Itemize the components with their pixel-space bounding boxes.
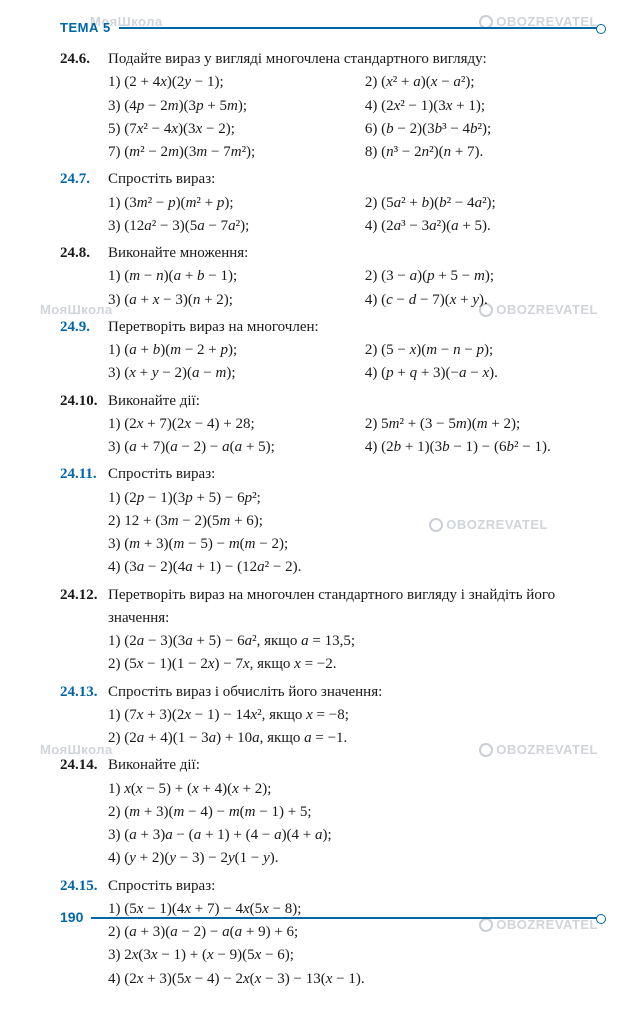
problem-row: 3) (12a² − 3)(5a − 7a²);4) (2a³ − 3a²)(a… — [60, 215, 602, 238]
problem-row: 1) (2x + 7)(2x − 4) + 28;2) 5m² + (3 − 5… — [60, 413, 602, 436]
problem-item: 3) (a + 3)a − (a + 1) + (4 − a)(4 + a); — [60, 824, 602, 847]
problem-prompt: Перетворіть вираз на многочлен: — [108, 316, 602, 339]
problem-prompt: Виконайте множення: — [108, 242, 602, 265]
problem-item: 1) x(x − 5) + (x + 4)(x + 2); — [60, 778, 602, 801]
problem-item: 2) (5a² + b)(b² − 4a²); — [365, 192, 602, 215]
footer-rule — [91, 917, 602, 919]
problem-item: 1) (2p − 1)(3p + 5) − 6p²; — [60, 487, 602, 510]
problem-number: 24.7. — [60, 168, 108, 191]
problem-number: 24.6. — [60, 48, 108, 71]
problem-prompt: Виконайте дії: — [108, 754, 602, 777]
problem-item: 2) 5m² + (3 − 5m)(m + 2); — [365, 413, 602, 436]
problem-row: 1) (m − n)(a + b − 1);2) (3 − a)(p + 5 −… — [60, 265, 602, 288]
problem-number: 24.11. — [60, 463, 108, 486]
problem: 24.8.Виконайте множення:1) (m − n)(a + b… — [60, 242, 602, 312]
problem-row: 1) (3m² − p)(m² + p);2) (5a² + b)(b² − 4… — [60, 192, 602, 215]
problem-item: 3) (a + 7)(a − 2) − a(a + 5); — [108, 436, 365, 459]
problem-item: 4) (p + q + 3)(−a − x). — [365, 362, 602, 385]
problem: 24.13.Спростіть вираз і обчисліть його з… — [60, 681, 602, 751]
problem-item: 1) (7x + 3)(2x − 1) − 14x², якщо x = −8; — [60, 704, 602, 727]
problems-list: 24.6.Подайте вираз у вигляді многочлена … — [60, 48, 602, 991]
problem-item: 3) (x + y − 2)(a − m); — [108, 362, 365, 385]
problem-item: 2) (m + 3)(m − 4) − m(m − 1) + 5; — [60, 801, 602, 824]
problem: 24.15.Спростіть вираз:1) (5x − 1)(4x + 7… — [60, 875, 602, 991]
problem-item: 2) (5x − 1)(1 − 2x) − 7x, якщо x = −2. — [60, 653, 602, 676]
problem-number: 24.9. — [60, 316, 108, 339]
problem-row: 3) (a + x − 3)(n + 2);4) (c − d − 7)(x +… — [60, 289, 602, 312]
problem: 24.11.Спростіть вираз:1) (2p − 1)(3p + 5… — [60, 463, 602, 579]
problem-row: 1) (2 + 4x)(2y − 1);2) (x² + a)(x − a²); — [60, 71, 602, 94]
problem-number: 24.14. — [60, 754, 108, 777]
problem-item: 3) (4p − 2m)(3p + 5m); — [108, 95, 365, 118]
problem: 24.14.Виконайте дії:1) x(x − 5) + (x + 4… — [60, 754, 602, 870]
problem-number: 24.8. — [60, 242, 108, 265]
problem-item: 3) 2x(3x − 1) + (x − 9)(5x − 6); — [60, 944, 602, 967]
problem-item: 2) (x² + a)(x − a²); — [365, 71, 602, 94]
problem-item: 7) (m² − 2m)(3m − 7m²); — [108, 141, 365, 164]
problem-item: 4) (2x + 3)(5x − 4) − 2x(x − 3) − 13(x −… — [60, 968, 602, 991]
problem-prompt: Виконайте дії: — [108, 390, 602, 413]
problem-item: 1) (2x + 7)(2x − 4) + 28; — [108, 413, 365, 436]
problem-row: 3) (a + 7)(a − 2) − a(a + 5);4) (2b + 1)… — [60, 436, 602, 459]
problem-item: 1) (a + b)(m − 2 + p); — [108, 339, 365, 362]
problem-item: 4) (2x² − 1)(3x + 1); — [365, 95, 602, 118]
header: ТЕМА 5 — [60, 18, 602, 38]
problem-row: 5) (7x² − 4x)(3x − 2);6) (b − 2)(3b³ − 4… — [60, 118, 602, 141]
page-number: 190 — [60, 907, 83, 929]
problem-item: 4) (2a³ − 3a²)(a + 5). — [365, 215, 602, 238]
problem-prompt: Спростіть вираз і обчисліть його значенн… — [108, 681, 602, 704]
problem-row: 3) (4p − 2m)(3p + 5m);4) (2x² − 1)(3x + … — [60, 95, 602, 118]
problem: 24.7.Спростіть вираз:1) (3m² − p)(m² + p… — [60, 168, 602, 238]
problem: 24.9.Перетворіть вираз на многочлен:1) (… — [60, 316, 602, 386]
problem-prompt: Спростіть вираз: — [108, 875, 602, 898]
problem-item: 3) (12a² − 3)(5a − 7a²); — [108, 215, 365, 238]
problem-item: 2) 12 + (3m − 2)(5m + 6); — [60, 510, 602, 533]
problem-item: 5) (7x² − 4x)(3x − 2); — [108, 118, 365, 141]
problem-item: 4) (3a − 2)(4a + 1) − (12a² − 2). — [60, 556, 602, 579]
problem-item: 8) (n³ − 2n²)(n + 7). — [365, 141, 602, 164]
problem-item: 6) (b − 2)(3b³ − 4b²); — [365, 118, 602, 141]
problem-number: 24.10. — [60, 390, 108, 413]
problem-item: 4) (2b + 1)(3b − 1) − (6b² − 1). — [365, 436, 602, 459]
problem-prompt: Подайте вираз у вигляді многочлена станд… — [108, 48, 602, 71]
problem: 24.6.Подайте вираз у вигляді многочлена … — [60, 48, 602, 164]
problem-number: 24.15. — [60, 875, 108, 898]
tema-label: ТЕМА 5 — [60, 18, 111, 38]
problem-item: 3) (a + x − 3)(n + 2); — [108, 289, 365, 312]
problem-item: 2) (5 − x)(m − n − p); — [365, 339, 602, 362]
problem-item: 1) (2 + 4x)(2y − 1); — [108, 71, 365, 94]
problem-item: 1) (3m² − p)(m² + p); — [108, 192, 365, 215]
problem-item: 1) (m − n)(a + b − 1); — [108, 265, 365, 288]
problem: 24.12.Перетворіть вираз на многочлен ста… — [60, 584, 602, 677]
header-rule — [119, 27, 602, 29]
problem-number: 24.13. — [60, 681, 108, 704]
page-content: ТЕМА 5 24.6.Подайте вираз у вигляді мног… — [0, 0, 638, 1015]
problem-item: 1) (2a − 3)(3a + 5) − 6a², якщо a = 13,5… — [60, 630, 602, 653]
problem-prompt: Спростіть вираз: — [108, 168, 602, 191]
problem-item: 3) (m + 3)(m − 5) − m(m − 2); — [60, 533, 602, 556]
problem-item: 4) (c − d − 7)(x + y). — [365, 289, 602, 312]
problem-row: 3) (x + y − 2)(a − m);4) (p + q + 3)(−a … — [60, 362, 602, 385]
problem-item: 2) (3 − a)(p + 5 − m); — [365, 265, 602, 288]
problem-item: 2) (2a + 4)(1 − 3a) + 10a, якщо a = −1. — [60, 727, 602, 750]
problem-prompt: Перетворіть вираз на многочлен стандартн… — [108, 584, 602, 631]
problem-row: 7) (m² − 2m)(3m − 7m²);8) (n³ − 2n²)(n +… — [60, 141, 602, 164]
problem-prompt: Спростіть вираз: — [108, 463, 602, 486]
problem-row: 1) (a + b)(m − 2 + p);2) (5 − x)(m − n −… — [60, 339, 602, 362]
footer: 190 — [60, 907, 602, 929]
problem-number: 24.12. — [60, 584, 108, 631]
problem: 24.10.Виконайте дії:1) (2x + 7)(2x − 4) … — [60, 390, 602, 460]
problem-item: 4) (y + 2)(y − 3) − 2y(1 − y). — [60, 847, 602, 870]
